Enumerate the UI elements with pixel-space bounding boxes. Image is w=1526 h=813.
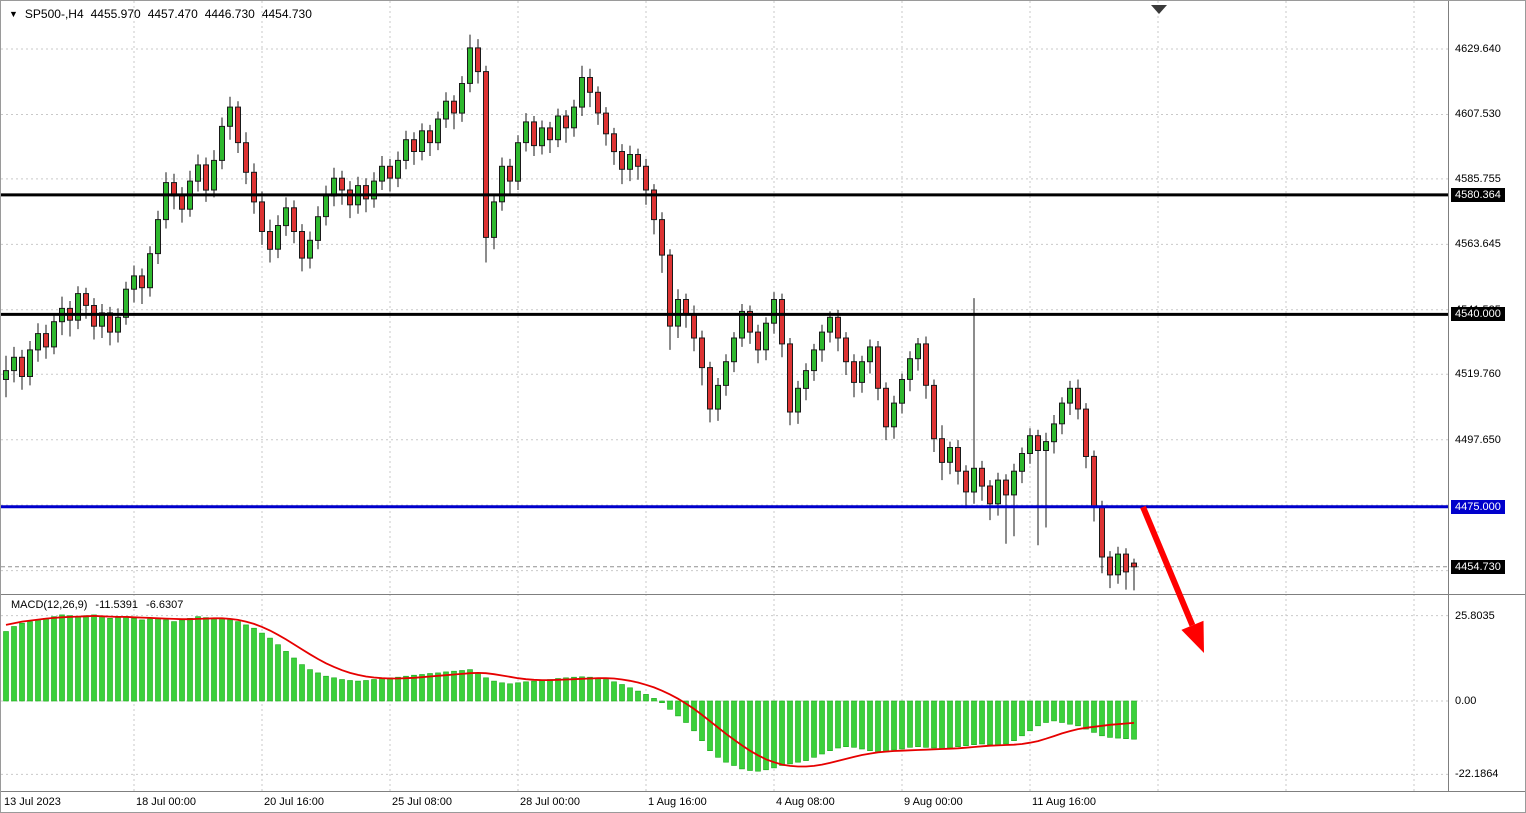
macd-name: MACD(12,26,9): [11, 599, 88, 611]
macd-histogram: [3, 614, 1137, 772]
symbol-dropdown-icon[interactable]: ▼: [9, 9, 18, 19]
macd-gridlines: [1, 594, 1448, 791]
price-line-label: 4580.364: [1451, 188, 1505, 202]
panel-separator[interactable]: [1, 594, 1525, 595]
time-tick-label: 25 Jul 08:00: [392, 796, 452, 808]
price-tick-label: 4629.640: [1455, 43, 1501, 55]
price-line-label: 4475.000: [1451, 500, 1505, 514]
price-chart[interactable]: [1, 1, 1448, 594]
macd-signal-value: -6.6307: [146, 599, 184, 611]
price-line-label: 4454.730: [1451, 560, 1505, 574]
macd-panel[interactable]: [1, 594, 1448, 791]
time-axis[interactable]: 13 Jul 2023 18 Jul 00:00 20 Jul 16:00 25 Ju…: [1, 791, 1525, 812]
main-gridlines: [1, 1, 1448, 594]
time-tick-label: 18 Jul 00:00: [136, 796, 196, 808]
price-axis[interactable]: 4629.6404607.5304585.7554563.6454541.535…: [1448, 1, 1525, 791]
time-tick-label: 11 Aug 16:00: [1032, 796, 1097, 808]
candles: [3, 34, 1137, 591]
time-tick-label: 9 Aug 00:00: [904, 796, 963, 808]
macd-indicator-label: MACD(12,26,9) -11.5391 -6.6307: [11, 599, 183, 611]
chart-title-bar: ▼ SP500-,H4 4455.970 4457.470 4446.730 4…: [9, 7, 312, 21]
ohlc-open: 4455.970: [90, 7, 141, 21]
price-tick-label: 4497.650: [1455, 434, 1501, 446]
price-tick-label: 4585.755: [1455, 173, 1501, 185]
time-tick-label: 4 Aug 08:00: [776, 796, 835, 808]
price-line-label: 4540.000: [1451, 307, 1505, 321]
time-tick-label: 20 Jul 16:00: [264, 796, 324, 808]
macd-tick-label: -22.1864: [1455, 768, 1499, 780]
macd-main-value: -11.5391: [95, 599, 139, 611]
price-tick-label: 4519.760: [1455, 368, 1501, 380]
shift-marker-icon: [1151, 5, 1167, 14]
time-tick-label: 1 Aug 16:00: [648, 796, 707, 808]
ohlc-low: 4446.730: [204, 7, 255, 21]
macd-tick-label: 0.00: [1455, 695, 1477, 707]
ohlc-close: 4454.730: [261, 7, 312, 21]
macd-signal-line: [5, 614, 1135, 768]
time-tick-label: 28 Jul 00:00: [520, 796, 580, 808]
price-tick-label: 4563.645: [1455, 238, 1501, 250]
macd-tick-label: 25.8035: [1455, 610, 1495, 622]
ohlc-high: 4457.470: [147, 7, 198, 21]
time-tick-label: 13 Jul 2023: [4, 796, 61, 808]
chart-title: SP500-,H4: [24, 7, 84, 21]
price-tick-label: 4607.530: [1455, 108, 1501, 120]
